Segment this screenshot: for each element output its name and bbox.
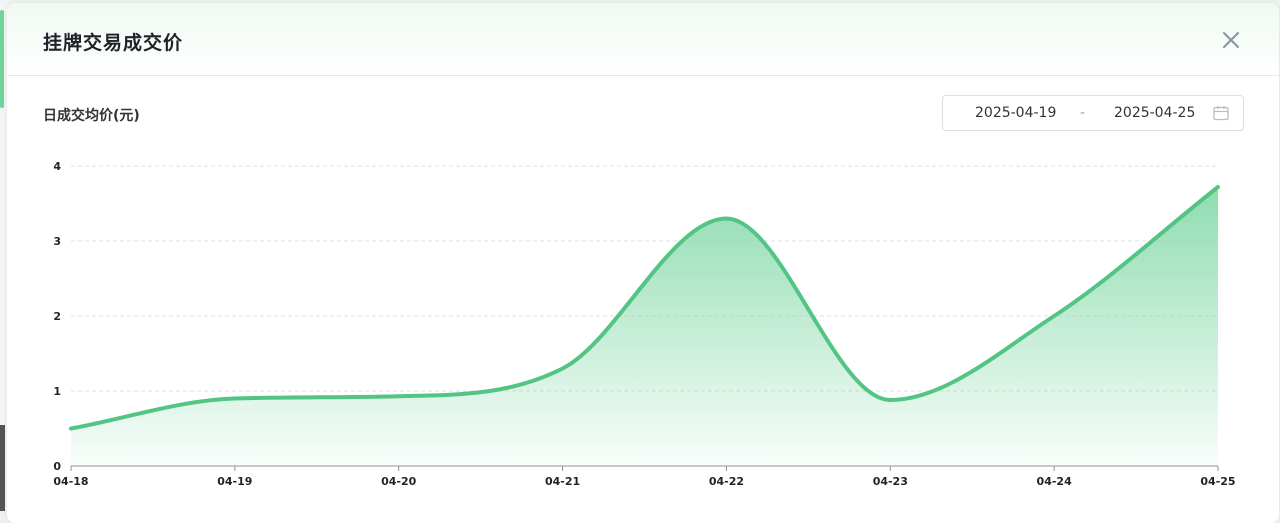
y-tick-label: 4 [53,160,61,173]
x-tick-label: 04-25 [1200,475,1235,488]
y-tick-label: 3 [53,235,61,248]
x-tick-label: 04-23 [873,475,908,488]
backdrop-dark-block [0,425,5,511]
price-area-chart: 0 1 2 3 4 04-18 04-19 04-20 04-21 04-22 04-23 04-24… [7,3,1279,514]
series-area [71,187,1218,466]
y-tick-label: 0 [53,460,61,473]
x-tick-label: 04-18 [53,475,88,488]
x-tick-label: 04-21 [545,475,580,488]
y-tick-label: 1 [53,385,61,398]
backdrop-accent-bar [0,10,4,108]
x-tick-label: 04-20 [381,475,417,488]
x-tick-label: 04-24 [1037,475,1073,488]
x-tick-label: 04-22 [709,475,744,488]
price-modal: 挂牌交易成交价 日成交均价(元) 2025-04-19 - 2025-04-25… [7,3,1279,523]
y-tick-label: 2 [53,310,61,323]
x-tick-label: 04-19 [217,475,252,488]
